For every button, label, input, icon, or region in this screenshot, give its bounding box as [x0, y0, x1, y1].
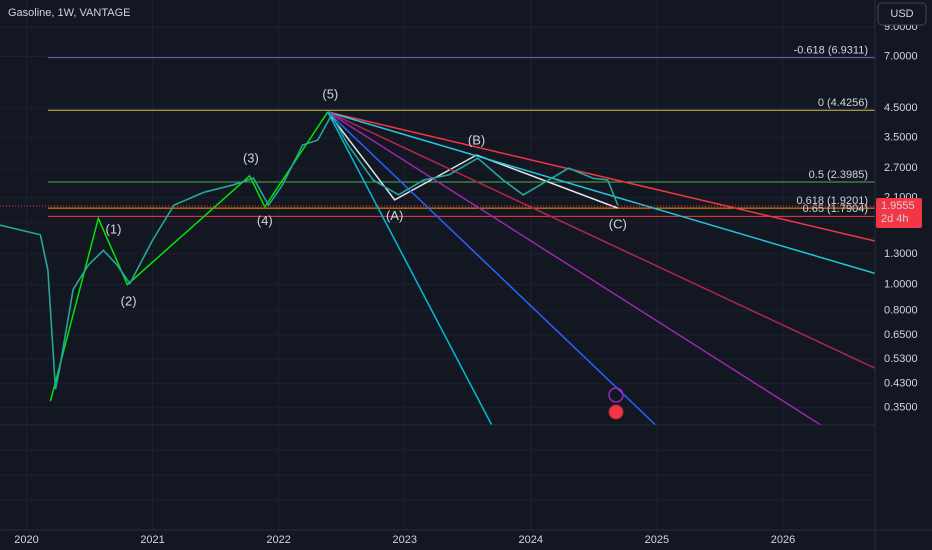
y-tick-label: 3.5000 [884, 132, 918, 144]
fib-label: -0.618 (6.9311) [794, 45, 868, 57]
wave-label: (5) [322, 87, 338, 102]
y-tick-label: 1.0000 [884, 279, 918, 291]
x-tick-label: 2022 [266, 534, 290, 546]
wave-label: (1) [106, 222, 122, 237]
wave-label: (3) [243, 150, 259, 165]
price-tag-countdown: 2d 4h [881, 213, 909, 225]
y-tick-label: 7.0000 [884, 50, 918, 62]
currency-button[interactable] [877, 2, 927, 26]
x-tick-label: 2026 [771, 534, 795, 546]
event-icon[interactable] [608, 404, 624, 420]
grid [0, 0, 875, 530]
wave-label: (C) [609, 217, 627, 232]
drawing-line [327, 111, 875, 242]
drawing-line [327, 111, 875, 369]
fib-label: 0.618 (1.9201) [796, 195, 868, 207]
y-tick-label: 0.4300 [884, 377, 918, 389]
y-tick-label: 1.3000 [884, 248, 918, 260]
drawing-line [327, 111, 493, 425]
drawing-line [327, 111, 657, 425]
y-tick-label: 0.8000 [884, 305, 918, 317]
price-tag [876, 197, 922, 228]
y-tick-label: 0.5300 [884, 353, 918, 365]
wave-label: (B) [468, 133, 485, 148]
drawing-line [49, 111, 329, 402]
fib-label: 0.5 (2.3985) [809, 169, 868, 181]
event-icon[interactable] [608, 387, 624, 403]
drawing-line [327, 111, 822, 425]
fib-label: 0.65 (1.7904) [803, 203, 868, 215]
x-tick-label: 2021 [140, 534, 164, 546]
wave-label: (2) [121, 294, 137, 309]
x-tick-label: 2023 [392, 534, 416, 546]
y-tick-label: 0.6500 [884, 329, 918, 341]
x-tick-label: 2020 [14, 534, 38, 546]
price-line [0, 113, 619, 390]
fib-label: 0 (4.4256) [818, 97, 868, 109]
x-tick-label: 2024 [519, 534, 543, 546]
price-tag-value: 1.9555 [881, 200, 915, 212]
x-tick-label: 2025 [645, 534, 669, 546]
axes: 9.00007.00004.50003.50002.70002.10001.70… [14, 21, 922, 546]
wave-label: (4) [257, 213, 273, 228]
chart-title: Gasoline, 1W, VANTAGE [8, 7, 130, 19]
plot-area: -0.618 (6.9311) 0 (4.4256) 0.5 (2.3985) 0.6… [0, 45, 875, 425]
y-tick-label: 2.7000 [884, 162, 918, 174]
wave-label: (A) [386, 208, 403, 223]
y-tick-label: 0.3500 [884, 402, 918, 414]
currency-label[interactable]: USD [890, 8, 913, 20]
drawing-line [327, 111, 875, 275]
y-tick-label: 4.5000 [884, 102, 918, 114]
